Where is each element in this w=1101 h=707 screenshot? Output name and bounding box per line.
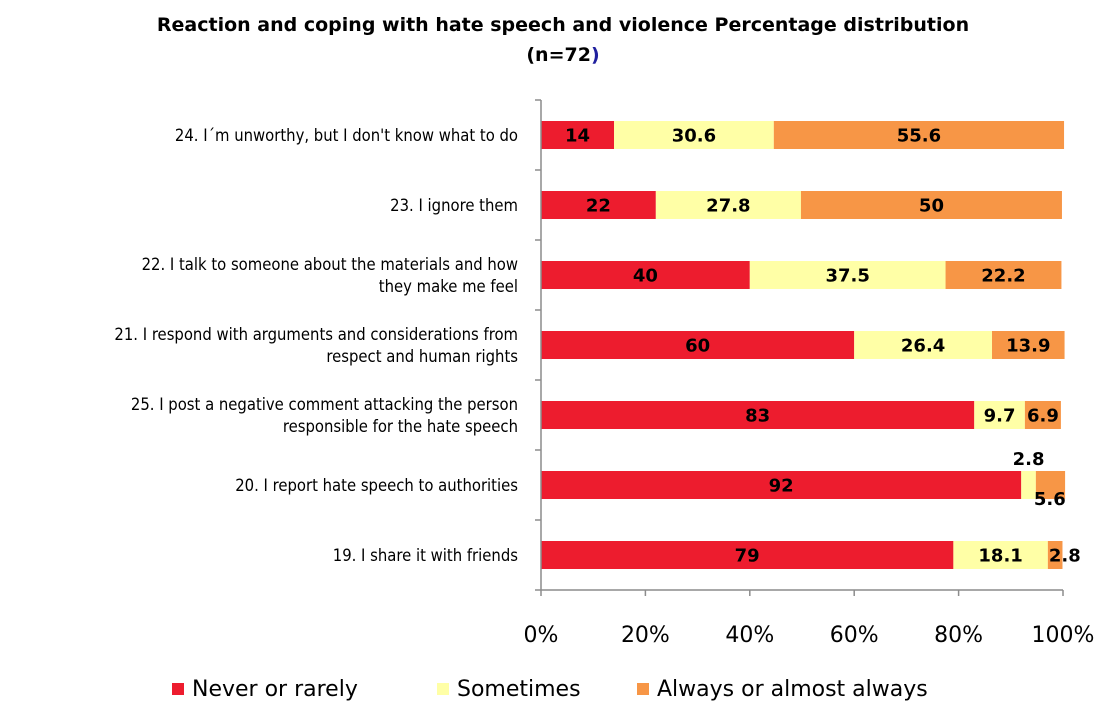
data-label: 18.1 bbox=[978, 546, 1022, 567]
category-label: 25. I post a negative comment attacking … bbox=[131, 395, 518, 414]
bar-segment bbox=[992, 331, 1065, 359]
legend-label: Always or almost always bbox=[657, 677, 928, 702]
bar-segment bbox=[945, 261, 1062, 289]
data-label: 92 bbox=[769, 476, 794, 497]
chart-subtitle-paren: ) bbox=[591, 44, 600, 66]
category-label: 19. I share it with friends bbox=[333, 546, 519, 565]
bar-segment bbox=[541, 541, 954, 569]
axes: 0% 20% 40% 60% 80% 100% bbox=[524, 99, 1095, 648]
data-label: 2.8 bbox=[1013, 449, 1045, 470]
data-label: 2.8 bbox=[1049, 546, 1081, 567]
data-label: 13.9 bbox=[1006, 336, 1050, 357]
data-label: 9.7 bbox=[984, 406, 1016, 427]
legend-swatch bbox=[637, 683, 649, 695]
x-tick-label: 80% bbox=[934, 623, 983, 648]
bar-segment bbox=[541, 401, 975, 429]
value-labels: 14 30.6 55.6 22 27.8 50 40 37.5 22.2 60 26.4 13.9 83… bbox=[565, 126, 1081, 567]
bars-group bbox=[541, 121, 1066, 569]
bar-segment bbox=[854, 331, 993, 359]
x-tick-label: 20% bbox=[621, 623, 670, 648]
bar-segment bbox=[541, 331, 855, 359]
bar-segment bbox=[541, 191, 656, 219]
category-label: 22. I talk to someone about the material… bbox=[142, 255, 518, 274]
x-tick-label: 60% bbox=[830, 623, 879, 648]
bar-segment bbox=[773, 121, 1065, 149]
x-tick-label: 40% bbox=[725, 623, 774, 648]
data-label: 83 bbox=[745, 406, 770, 427]
chart-subtitle-text: (n=72 bbox=[526, 44, 591, 66]
bar-segment bbox=[655, 191, 801, 219]
bar-segment bbox=[1047, 541, 1063, 569]
bar-segment bbox=[800, 191, 1062, 219]
bar-segment bbox=[541, 471, 1022, 499]
data-label: 30.6 bbox=[672, 126, 716, 147]
bar-segment bbox=[974, 401, 1025, 429]
data-label: 50 bbox=[919, 196, 944, 217]
category-label: 23. I ignore them bbox=[390, 196, 518, 215]
category-label: 24. I´m unworthy, but I don't know what … bbox=[175, 126, 518, 145]
bar-segment bbox=[541, 121, 615, 149]
x-tick-label: 100% bbox=[1032, 623, 1095, 648]
category-label: respect and human rights bbox=[326, 347, 518, 366]
legend-label: Never or rarely bbox=[192, 677, 358, 702]
category-labels: 24. I´m unworthy, but I don't know what … bbox=[114, 126, 518, 565]
data-label: 60 bbox=[685, 336, 710, 357]
legend-label: Sometimes bbox=[457, 677, 581, 702]
data-label: 79 bbox=[735, 546, 760, 567]
data-label: 37.5 bbox=[825, 266, 869, 287]
legend-swatch bbox=[437, 683, 449, 695]
bar-segment bbox=[614, 121, 774, 149]
bar-segment bbox=[1021, 471, 1036, 499]
legend-swatch bbox=[172, 683, 184, 695]
data-label: 27.8 bbox=[706, 196, 750, 217]
bar-segment bbox=[749, 261, 946, 289]
bar-segment bbox=[1024, 401, 1061, 429]
data-label: 22.2 bbox=[981, 266, 1025, 287]
bar-segment bbox=[953, 541, 1048, 569]
legend: Never or rarely Sometimes Always or almost… bbox=[172, 677, 928, 702]
x-tick-label: 0% bbox=[524, 623, 559, 648]
bar-segment bbox=[1035, 471, 1066, 499]
category-label: 20. I report hate speech to authorities bbox=[235, 476, 518, 495]
category-label: they make me feel bbox=[379, 277, 518, 296]
data-label: 40 bbox=[633, 266, 658, 287]
bar-segment bbox=[541, 261, 750, 289]
chart-title: Reaction and coping with hate speech and… bbox=[157, 14, 969, 36]
chart-subtitle: (n=72) bbox=[526, 44, 599, 66]
data-label: 55.6 bbox=[897, 126, 941, 147]
data-label: 5.6 bbox=[1034, 489, 1066, 510]
data-label: 26.4 bbox=[901, 336, 945, 357]
data-label: 14 bbox=[565, 126, 590, 147]
data-label: 22 bbox=[586, 196, 611, 217]
category-label: responsible for the hate speech bbox=[283, 417, 518, 436]
category-label: 21. I respond with arguments and conside… bbox=[114, 325, 518, 344]
data-label: 6.9 bbox=[1027, 406, 1059, 427]
